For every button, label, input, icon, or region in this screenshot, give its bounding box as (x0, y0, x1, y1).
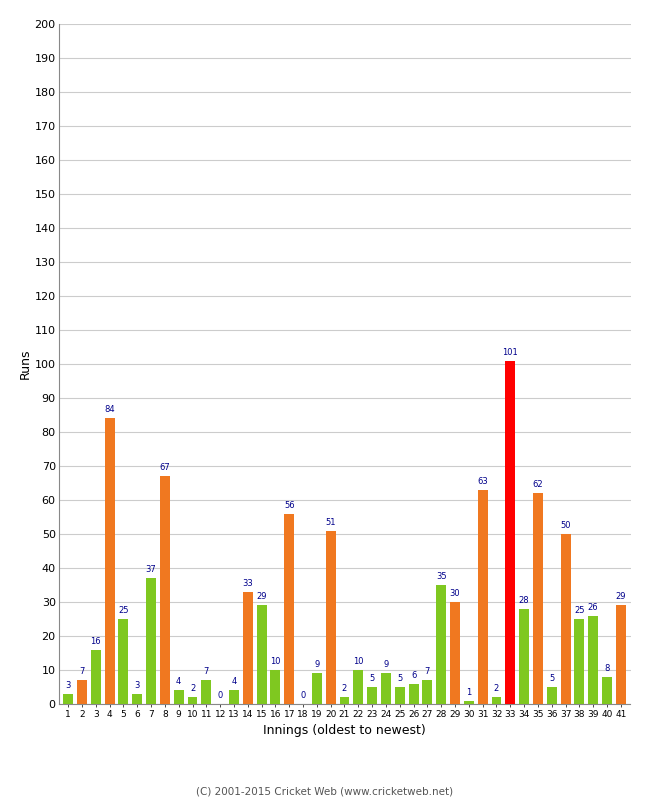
Bar (326, 530, 335, 704)
Bar (91, 650, 101, 704)
Text: 8: 8 (604, 664, 610, 673)
Bar (146, 578, 156, 704)
Text: 16: 16 (90, 637, 101, 646)
Text: (C) 2001-2015 Cricket Web (www.cricketweb.net): (C) 2001-2015 Cricket Web (www.cricketwe… (196, 786, 454, 796)
Bar (422, 680, 432, 704)
Text: 10: 10 (353, 657, 363, 666)
Bar (367, 687, 377, 704)
Bar (284, 514, 294, 704)
Bar (202, 680, 211, 704)
X-axis label: Innings (oldest to newest): Innings (oldest to newest) (263, 724, 426, 737)
Bar (381, 674, 391, 704)
Text: 0: 0 (300, 691, 306, 700)
Bar (354, 670, 363, 704)
Text: 101: 101 (502, 347, 518, 357)
Text: 84: 84 (104, 406, 115, 414)
Text: 63: 63 (477, 477, 488, 486)
Text: 7: 7 (203, 667, 209, 676)
Bar (339, 697, 350, 704)
Bar (160, 476, 170, 704)
Text: 4: 4 (176, 678, 181, 686)
Text: 6: 6 (411, 670, 416, 679)
Bar (409, 683, 419, 704)
Text: 2: 2 (342, 684, 347, 693)
Text: 2: 2 (190, 684, 195, 693)
Text: 5: 5 (369, 674, 375, 683)
Text: 51: 51 (326, 518, 336, 526)
Text: 5: 5 (397, 674, 402, 683)
Text: 33: 33 (242, 578, 253, 588)
Bar (588, 616, 598, 704)
Bar (519, 609, 529, 704)
Bar (575, 619, 584, 704)
Text: 4: 4 (231, 678, 237, 686)
Text: 25: 25 (118, 606, 129, 615)
Text: 50: 50 (560, 521, 571, 530)
Text: 3: 3 (135, 681, 140, 690)
Bar (118, 619, 129, 704)
Text: 9: 9 (314, 660, 320, 670)
Bar (491, 697, 501, 704)
Bar (436, 585, 446, 704)
Bar (257, 606, 266, 704)
Text: 10: 10 (270, 657, 281, 666)
Text: 56: 56 (284, 501, 294, 510)
Text: 67: 67 (159, 463, 170, 472)
Bar (478, 490, 488, 704)
Bar (77, 680, 87, 704)
Bar (133, 694, 142, 704)
Text: 26: 26 (588, 602, 599, 611)
Bar (560, 534, 571, 704)
Text: 1: 1 (466, 687, 471, 697)
Bar (270, 670, 280, 704)
Text: 29: 29 (256, 592, 267, 602)
Bar (395, 687, 405, 704)
Text: 3: 3 (66, 681, 71, 690)
Bar (533, 493, 543, 704)
Text: 25: 25 (574, 606, 584, 615)
Text: 30: 30 (450, 589, 460, 598)
Text: 7: 7 (79, 667, 84, 676)
Bar (602, 677, 612, 704)
Bar (188, 697, 198, 704)
Text: 29: 29 (616, 592, 626, 602)
Bar (505, 361, 515, 704)
Bar (616, 606, 626, 704)
Bar (450, 602, 460, 704)
Text: 7: 7 (424, 667, 430, 676)
Bar (105, 418, 114, 704)
Bar (229, 690, 239, 704)
Bar (174, 690, 184, 704)
Text: 5: 5 (549, 674, 554, 683)
Bar (464, 701, 474, 704)
Text: 9: 9 (384, 660, 389, 670)
Bar (243, 592, 253, 704)
Text: 37: 37 (146, 565, 157, 574)
Bar (312, 674, 322, 704)
Bar (547, 687, 556, 704)
Bar (63, 694, 73, 704)
Text: 0: 0 (218, 691, 223, 700)
Text: 2: 2 (494, 684, 499, 693)
Y-axis label: Runs: Runs (19, 349, 32, 379)
Text: 35: 35 (436, 572, 447, 581)
Text: 28: 28 (519, 596, 530, 605)
Text: 62: 62 (532, 480, 543, 489)
